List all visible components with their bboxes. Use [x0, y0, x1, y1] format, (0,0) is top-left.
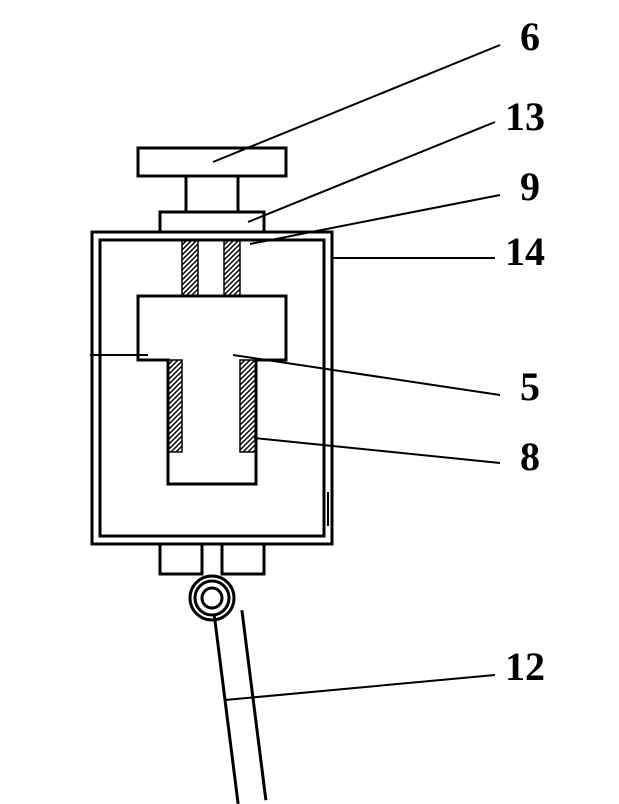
callout-13: 13 — [505, 94, 545, 139]
callout-14: 14 — [505, 229, 545, 274]
diagram-canvas: 6 13 9 14 5 8 12 — [0, 0, 619, 804]
callout-9: 9 — [520, 164, 540, 209]
callout-6: 6 — [520, 14, 540, 59]
callout-12: 12 — [505, 644, 545, 689]
callout-5: 5 — [520, 364, 540, 409]
callout-8: 8 — [520, 434, 540, 479]
